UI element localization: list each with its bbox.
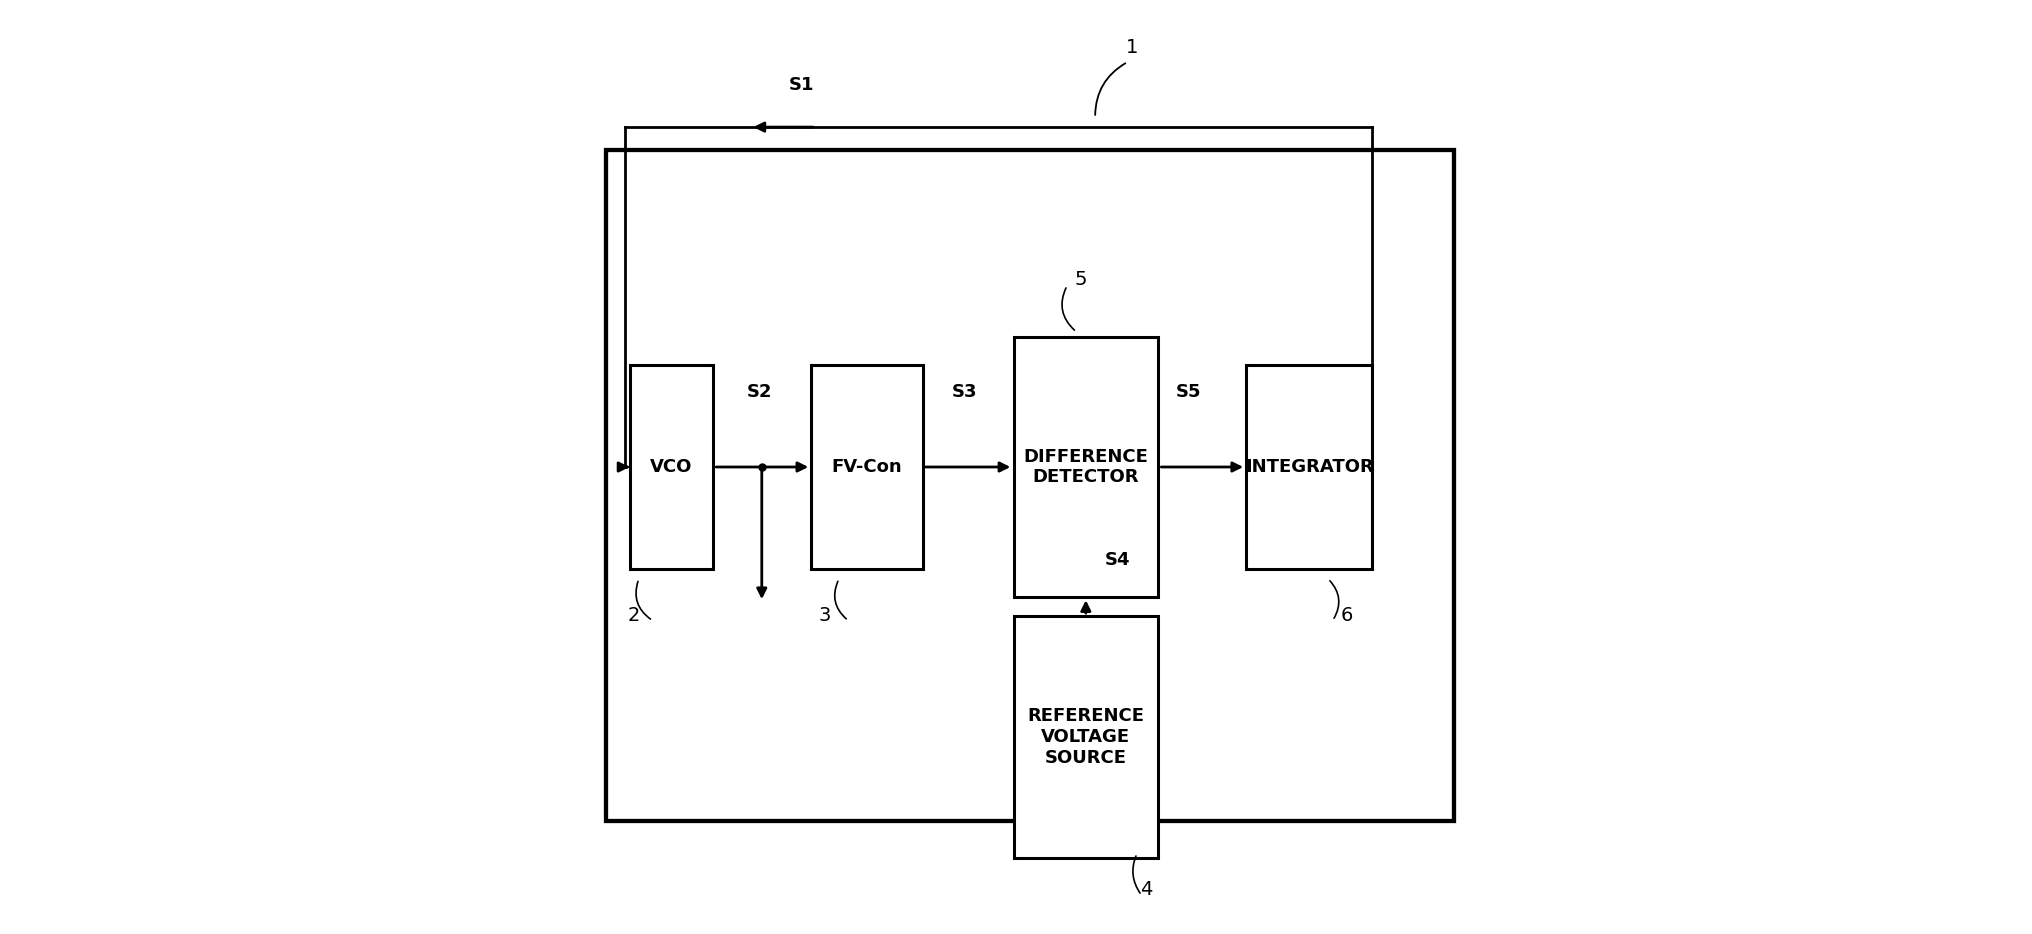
Text: S2: S2 [748, 383, 772, 402]
Text: S4: S4 [1105, 551, 1130, 569]
Text: 4: 4 [1140, 881, 1152, 899]
Text: 2: 2 [628, 605, 640, 625]
Text: S3: S3 [953, 383, 977, 402]
FancyBboxPatch shape [1246, 364, 1372, 570]
Text: 5: 5 [1075, 271, 1087, 290]
Text: DIFFERENCE
DETECTOR: DIFFERENCE DETECTOR [1024, 447, 1148, 487]
Text: 3: 3 [819, 605, 831, 625]
FancyBboxPatch shape [630, 364, 713, 570]
FancyBboxPatch shape [606, 150, 1453, 821]
FancyBboxPatch shape [1014, 336, 1158, 598]
Text: FV-Con: FV-Con [831, 458, 902, 476]
Text: 6: 6 [1341, 605, 1353, 625]
FancyBboxPatch shape [811, 364, 923, 570]
Text: INTEGRATOR: INTEGRATOR [1246, 458, 1374, 476]
Text: S1: S1 [788, 76, 815, 93]
FancyBboxPatch shape [1014, 616, 1158, 858]
Text: REFERENCE
VOLTAGE
SOURCE: REFERENCE VOLTAGE SOURCE [1028, 707, 1144, 767]
Text: 1: 1 [1126, 37, 1138, 57]
Text: VCO: VCO [650, 458, 693, 476]
Text: S5: S5 [1177, 383, 1201, 402]
